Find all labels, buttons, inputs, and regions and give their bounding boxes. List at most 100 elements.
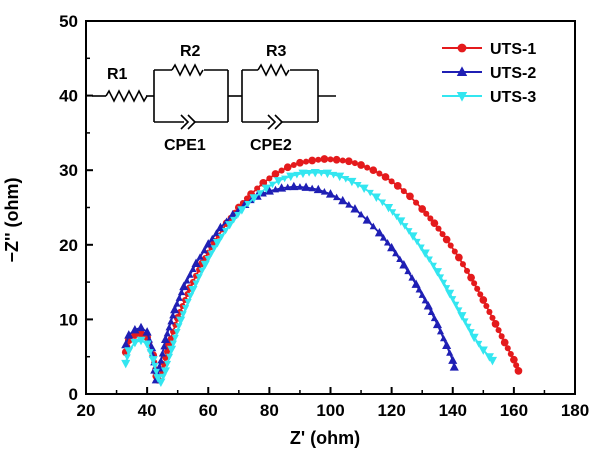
data-point-uts-1 — [308, 156, 317, 165]
y-tick-label: 40 — [59, 87, 78, 106]
data-point-uts-3 — [130, 339, 140, 348]
data-point-uts-3 — [359, 184, 369, 194]
data-marker-uts-3 — [186, 292, 195, 300]
y-tick-label: 50 — [59, 12, 78, 31]
data-marker-uts-3 — [443, 285, 451, 292]
x-tick-label: 60 — [199, 401, 218, 420]
data-marker-uts-3 — [449, 296, 457, 303]
data-point-uts-3 — [286, 172, 296, 182]
data-point-uts-3 — [432, 268, 443, 277]
data-point-uts-2 — [325, 189, 336, 198]
circuit-label-r1: R1 — [107, 66, 128, 83]
data-marker-uts-3 — [151, 362, 159, 370]
data-point-uts-1 — [332, 155, 341, 164]
data-marker-uts-2 — [157, 356, 165, 364]
data-marker-uts-1 — [243, 195, 250, 202]
x-tick-label: 20 — [77, 401, 96, 420]
data-point-uts-1 — [344, 157, 353, 166]
resistor-r2-symbol — [171, 63, 204, 77]
data-point-uts-1 — [296, 158, 304, 167]
data-marker-uts-2 — [379, 233, 388, 241]
data-marker-uts-1 — [483, 302, 490, 309]
data-marker-uts-3 — [123, 354, 131, 361]
data-point-uts-3 — [176, 316, 186, 326]
data-marker-uts-2 — [259, 189, 267, 197]
data-marker-uts-3 — [195, 274, 203, 281]
data-marker-uts-2 — [200, 246, 208, 254]
data-marker-uts-2 — [271, 185, 280, 193]
data-point-uts-1 — [467, 273, 475, 282]
data-point-uts-2 — [362, 215, 372, 224]
data-point-uts-1 — [418, 205, 427, 213]
data-marker-uts-3 — [464, 323, 472, 331]
data-marker-uts-3 — [467, 329, 475, 336]
data-marker-uts-1 — [388, 178, 395, 185]
legend-item-uts-2: UTS-2 — [442, 65, 536, 82]
series-uts-3 — [121, 168, 498, 387]
data-marker-uts-2 — [436, 327, 445, 335]
data-marker-uts-3 — [401, 223, 409, 230]
data-marker-uts-2 — [284, 183, 292, 191]
data-point-uts-3 — [212, 239, 222, 248]
data-point-uts-3 — [371, 193, 381, 202]
data-marker-uts-3 — [173, 329, 181, 336]
data-point-uts-2 — [423, 301, 433, 310]
cpe1-symbol — [180, 114, 197, 130]
x-tick-label: 140 — [439, 401, 467, 420]
data-point-uts-1 — [514, 367, 523, 375]
data-point-uts-3 — [237, 206, 247, 215]
data-marker-uts-1 — [498, 333, 505, 340]
data-marker-uts-3 — [366, 189, 374, 197]
data-marker-uts-1 — [423, 210, 430, 217]
data-marker-uts-3 — [452, 301, 460, 309]
data-marker-uts-3 — [281, 175, 289, 183]
y-axis-title: −Z'' (ohm) — [2, 177, 22, 262]
data-marker-uts-2 — [167, 317, 175, 325]
data-marker-uts-3 — [146, 349, 154, 356]
data-marker-uts-1 — [376, 170, 383, 177]
data-marker-uts-2 — [320, 187, 328, 195]
data-marker-uts-1 — [507, 350, 514, 357]
data-point-uts-3 — [225, 221, 235, 230]
data-point-uts-3 — [156, 378, 166, 387]
data-point-uts-3 — [469, 333, 479, 343]
data-marker-uts-1 — [489, 314, 496, 321]
data-marker-uts-3 — [342, 176, 350, 183]
data-point-uts-1 — [442, 235, 451, 244]
data-point-uts-1 — [393, 182, 402, 190]
data-marker-uts-1 — [439, 231, 446, 238]
data-marker-uts-2 — [175, 294, 183, 301]
circuit-label-r2: R2 — [180, 43, 201, 60]
data-point-uts-3 — [261, 184, 271, 194]
data-marker-uts-2 — [430, 314, 438, 322]
circuit-label-r3: R3 — [266, 43, 287, 60]
data-marker-uts-1 — [427, 215, 434, 222]
data-marker-uts-1 — [486, 308, 493, 315]
series-line-uts-2 — [124, 185, 456, 381]
data-marker-uts-1 — [303, 158, 310, 165]
data-point-uts-3 — [148, 356, 158, 365]
data-point-uts-1 — [369, 166, 378, 175]
data-marker-uts-3 — [436, 274, 445, 281]
data-point-uts-3 — [384, 204, 394, 213]
data-marker-uts-2 — [392, 249, 400, 257]
legend-item-uts-3: UTS-3 — [442, 89, 536, 106]
y-tick-label: 30 — [59, 161, 78, 180]
data-point-uts-1 — [283, 163, 292, 172]
data-marker-uts-3 — [317, 170, 325, 177]
data-point-uts-3 — [124, 347, 134, 356]
data-point-uts-2 — [442, 340, 452, 350]
data-marker-uts-2 — [186, 271, 194, 278]
data-marker-uts-3 — [230, 216, 238, 224]
data-marker-uts-3 — [207, 250, 215, 258]
data-marker-uts-1 — [459, 261, 466, 268]
y-axis: 0 10 20 30 40 50 — [59, 12, 93, 404]
legend-marker-uts-3 — [456, 92, 468, 102]
data-point-uts-3 — [408, 232, 418, 241]
data-marker-uts-3 — [152, 368, 160, 376]
data-marker-uts-2 — [183, 276, 191, 284]
legend-item-uts-1: UTS-1 — [442, 41, 536, 58]
data-marker-uts-3 — [169, 340, 177, 348]
data-point-uts-2 — [338, 195, 348, 205]
